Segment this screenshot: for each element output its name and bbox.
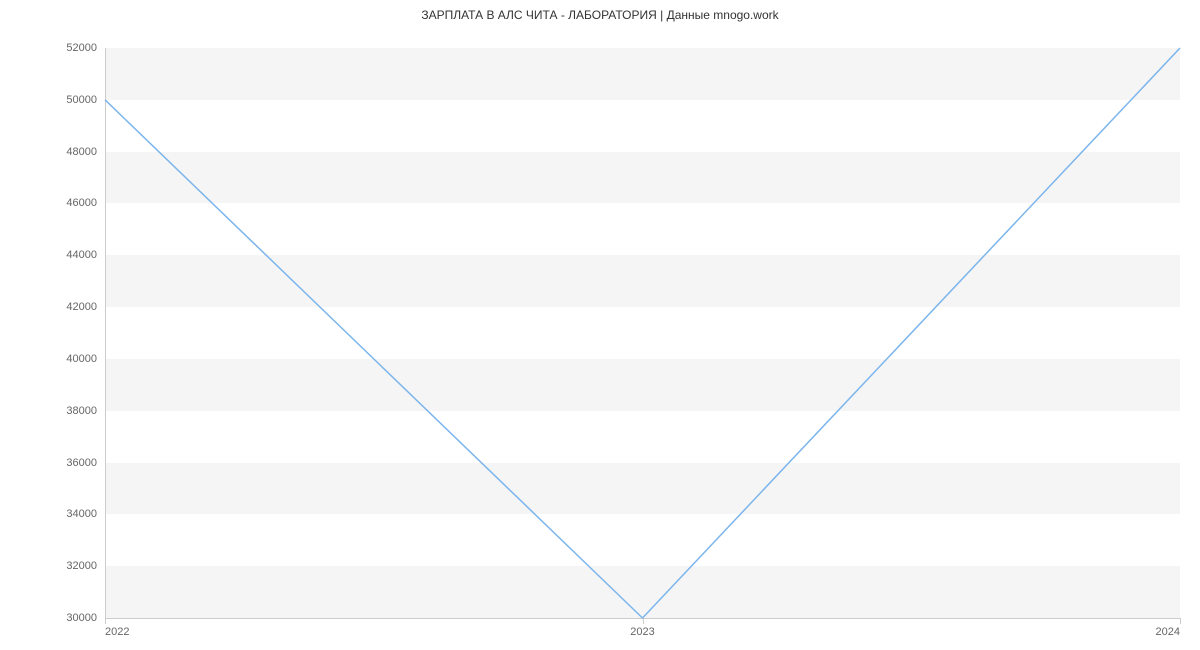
x-axis-tick-label: 2022 [105,618,129,638]
y-axis-tick-label: 52000 [66,42,105,54]
y-axis-tick-label: 44000 [66,249,105,261]
plot-area: 3000032000340003600038000400004200044000… [105,48,1180,618]
y-axis-tick-label: 48000 [66,146,105,158]
series-layer [105,48,1180,618]
x-axis-tick-label: 2024 [1156,618,1180,638]
series-line-salary [105,48,1180,618]
y-axis-tick-label: 30000 [66,612,105,624]
y-axis-tick-label: 36000 [66,457,105,469]
y-axis-tick-label: 42000 [66,301,105,313]
y-axis-tick-label: 38000 [66,405,105,417]
y-axis-tick-label: 46000 [66,197,105,209]
y-axis-tick-label: 32000 [66,560,105,572]
y-axis-tick-label: 40000 [66,353,105,365]
salary-line-chart: ЗАРПЛАТА В АЛС ЧИТА - ЛАБОРАТОРИЯ | Данн… [0,0,1200,650]
chart-title: ЗАРПЛАТА В АЛС ЧИТА - ЛАБОРАТОРИЯ | Данн… [0,8,1200,22]
y-axis-tick-label: 50000 [66,94,105,106]
x-axis-tick-mark [1180,618,1181,624]
y-axis-tick-label: 34000 [66,508,105,520]
x-axis-tick-label: 2023 [630,618,654,638]
